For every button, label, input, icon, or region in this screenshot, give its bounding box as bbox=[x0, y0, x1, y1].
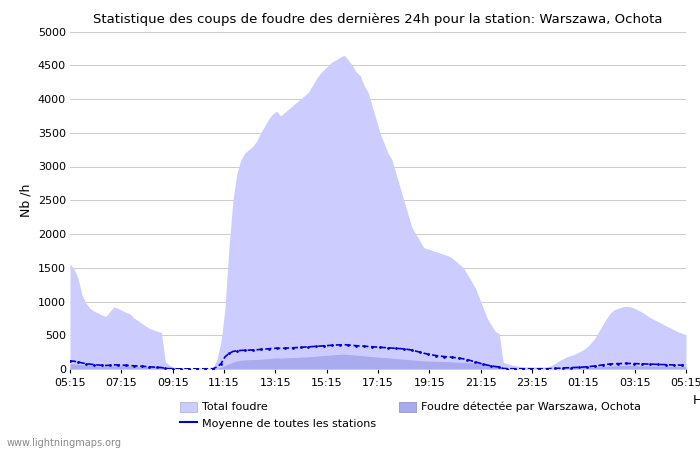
Legend: Total foudre, Moyenne de toutes les stations, Foudre détectée par Warszawa, Ocho: Total foudre, Moyenne de toutes les stat… bbox=[181, 401, 641, 429]
Text: www.lightningmaps.org: www.lightningmaps.org bbox=[7, 438, 122, 448]
Y-axis label: Nb /h: Nb /h bbox=[19, 184, 32, 217]
Title: Statistique des coups de foudre des dernières 24h pour la station: Warszawa, Och: Statistique des coups de foudre des dern… bbox=[93, 13, 663, 26]
Text: Heure: Heure bbox=[693, 394, 700, 407]
